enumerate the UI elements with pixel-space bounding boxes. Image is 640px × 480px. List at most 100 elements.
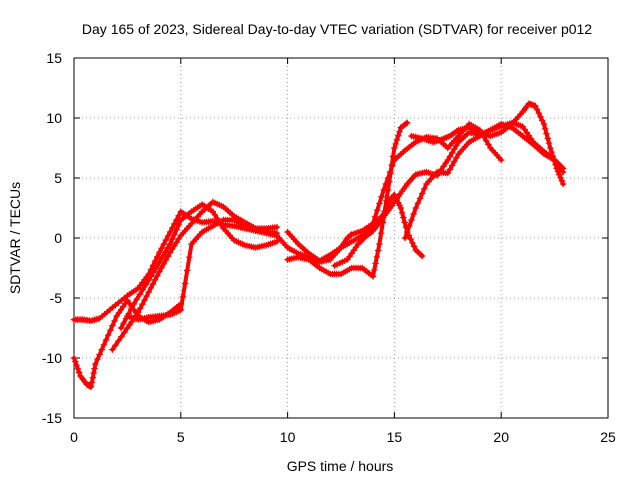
data-point-marker: [418, 252, 426, 260]
data-point-marker: [406, 222, 413, 230]
data-point-marker: [88, 379, 96, 386]
data-point-marker: [137, 305, 144, 312]
data-point-marker: [273, 238, 281, 245]
x-axis-label: GPS time / hours: [287, 458, 394, 474]
data-point-marker: [154, 272, 161, 279]
data-point-marker: [120, 320, 127, 327]
data-point-marker: [160, 260, 167, 268]
y-tick-label: -15: [42, 410, 62, 426]
data-point-marker: [136, 291, 143, 298]
x-tick-label: 5: [177, 429, 185, 445]
data-point-marker: [554, 168, 562, 175]
data-point-marker: [401, 234, 409, 242]
data-point-marker: [128, 305, 135, 312]
series-track-7: [284, 119, 411, 280]
data-point-marker: [158, 255, 165, 262]
data-point-marker: [369, 273, 377, 280]
data-point-marker: [94, 356, 101, 363]
y-tick-label: -5: [50, 290, 63, 306]
data-point-marker: [542, 125, 549, 132]
data-point-marker: [104, 332, 112, 339]
data-point-marker: [404, 228, 411, 236]
data-point-marker: [418, 190, 426, 197]
data-point-marker: [389, 153, 397, 160]
data-point-marker: [109, 322, 116, 329]
data-point-marker: [73, 362, 80, 369]
data-point-marker: [404, 119, 411, 126]
data-point-marker: [147, 284, 155, 292]
y-tick-label: 5: [54, 170, 62, 186]
data-point-marker: [448, 162, 456, 169]
data-point-marker: [540, 120, 548, 128]
data-point-marker: [559, 165, 567, 172]
data-point-marker: [453, 142, 460, 149]
data-point-marker: [368, 228, 375, 235]
data-point-marker: [175, 221, 182, 228]
data-point-marker: [549, 152, 557, 160]
data-point-marker: [401, 219, 408, 226]
data-point-marker: [539, 117, 546, 124]
data-point-marker: [156, 249, 163, 256]
data-point-marker: [141, 296, 148, 304]
data-point-marker: [100, 341, 108, 348]
data-point-marker: [371, 213, 379, 221]
y-tick-label: 0: [54, 230, 62, 246]
data-point-marker: [164, 232, 172, 240]
data-point-marker: [483, 137, 490, 144]
data-points: [70, 100, 567, 390]
data-point-marker: [75, 369, 83, 376]
data-point-marker: [373, 253, 381, 261]
chart-title: Day 165 of 2023, Sidereal Day-to-day VTE…: [82, 21, 592, 37]
data-point-marker: [421, 185, 428, 192]
data-point-marker: [453, 154, 460, 162]
data-point-marker: [177, 306, 184, 314]
data-point-marker: [72, 358, 79, 365]
data-point-marker: [444, 156, 451, 164]
data-point-marker: [550, 157, 558, 164]
data-point-marker: [446, 153, 454, 160]
data-point-marker: [397, 204, 405, 212]
data-point-marker: [111, 317, 118, 324]
data-point-marker: [166, 228, 174, 236]
data-point-marker: [149, 269, 157, 276]
data-point-marker: [384, 186, 392, 194]
data-point-marker: [410, 210, 417, 218]
data-point-marker: [395, 132, 402, 139]
data-point-marker: [171, 231, 178, 238]
data-point-marker: [171, 220, 178, 228]
data-point-marker: [160, 251, 167, 258]
x-tick-label: 25: [600, 429, 616, 445]
data-point-marker: [374, 247, 382, 254]
data-point-marker: [372, 260, 379, 267]
data-point-marker: [181, 280, 189, 287]
data-point-marker: [169, 236, 176, 243]
data-point-marker: [164, 244, 172, 251]
data-point-marker: [498, 156, 505, 164]
y-tick-label: 10: [46, 110, 62, 126]
data-point-marker: [171, 242, 178, 249]
data-point-marker: [70, 354, 78, 362]
data-point-marker: [175, 212, 182, 219]
data-point-marker: [107, 327, 114, 334]
data-point-marker: [96, 351, 103, 358]
data-point-marker: [92, 360, 99, 368]
data-point-marker: [162, 248, 170, 255]
data-point-marker: [412, 204, 419, 212]
data-point-marker: [162, 256, 170, 264]
data-point-marker: [376, 200, 383, 207]
data-point-marker: [90, 369, 97, 377]
y-tick-label: -10: [42, 350, 62, 366]
data-point-marker: [559, 180, 567, 188]
data-point-marker: [347, 231, 355, 239]
data-point-marker: [417, 251, 425, 258]
data-point-marker: [376, 240, 383, 248]
data-point-marker: [537, 113, 544, 120]
data-point-marker: [112, 342, 119, 349]
data-point-marker: [532, 102, 539, 110]
data-point-marker: [166, 240, 174, 248]
series-track-2: [70, 297, 184, 390]
series-track-10: [408, 100, 567, 188]
data-point-marker: [118, 333, 125, 340]
data-point-marker: [74, 365, 82, 372]
